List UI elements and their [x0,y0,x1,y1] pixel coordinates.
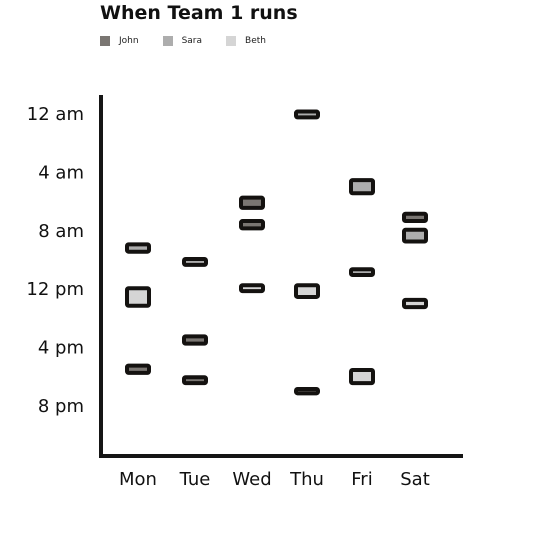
run-mark-john-tue-2 [184,377,206,383]
x-tick-label-thu: Thu [289,469,324,490]
y-tick-labels: 12 am 4 am 8 am 12 pm 4 pm 8 pm [26,104,84,417]
run-marks [127,112,426,394]
x-tick-label-fri: Fri [351,469,372,490]
run-mark-john-wed-4 [241,221,263,228]
y-tick-label-12-am: 12 am [27,104,84,125]
run-mark-beth-wed-1 [241,285,263,291]
x-tick-label-wed: Wed [232,469,271,490]
run-mark-sara-thu-2 [296,112,318,118]
run-mark-john-thu-5 [296,389,318,393]
run-mark-sara-sat-5 [404,230,426,242]
run-mark-sara-tue-1 [184,259,206,265]
x-tick-label-tue: Tue [179,469,211,490]
run-mark-john-wed-3 [241,198,263,208]
run-mark-sara-mon-0 [127,244,149,251]
y-tick-label-8-pm: 8 pm [38,396,84,417]
run-mark-beth-fri-3 [351,370,373,383]
run-mark-john-sat-6 [404,214,426,221]
y-tick-label-12-pm: 12 pm [26,279,84,300]
x-tick-label-sat: Sat [400,469,430,490]
run-mark-beth-mon-0 [127,288,149,306]
y-tick-label-4-am: 4 am [38,162,84,183]
y-tick-label-4-pm: 4 pm [38,338,84,359]
run-mark-john-tue-1 [184,336,206,343]
run-mark-sara-fri-4 [351,269,373,275]
y-tick-label-8-am: 8 am [38,221,84,242]
x-tick-label-mon: Mon [119,469,157,490]
run-mark-beth-thu-2 [296,285,318,297]
x-tick-labels: Mon Tue Wed Thu Fri Sat [119,469,430,490]
run-mark-john-mon-0 [127,366,149,373]
run-mark-sara-fri-3 [351,180,373,193]
run-mark-beth-sat-4 [404,300,426,307]
